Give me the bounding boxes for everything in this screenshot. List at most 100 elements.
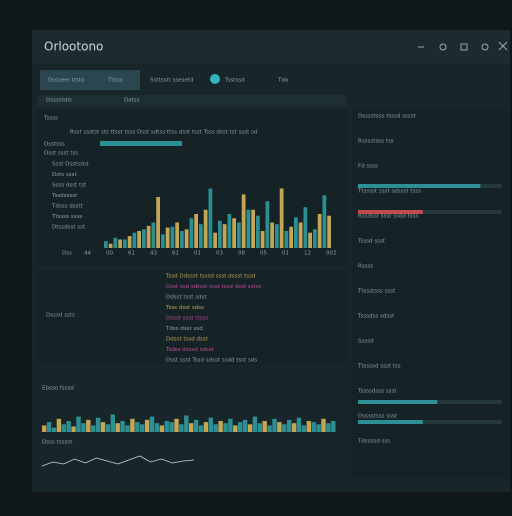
wave-bar xyxy=(228,418,233,432)
icon[interactable] xyxy=(481,43,489,51)
progress-track xyxy=(358,420,502,424)
panel-title: Tssss xyxy=(43,116,58,122)
tab-active[interactable] xyxy=(40,70,140,90)
legend-label: Dsstsss xyxy=(44,142,65,148)
tab-label[interactable]: Ttsso xyxy=(107,78,123,84)
wave-bar xyxy=(120,421,125,432)
x-label: 43 xyxy=(150,251,157,257)
wave-bar xyxy=(76,416,81,432)
bar xyxy=(165,227,170,248)
bar xyxy=(123,239,127,248)
side-row[interactable]: Tsssdss sdsst xyxy=(357,314,395,320)
wave-bar xyxy=(203,422,209,432)
chart-label: Ssss dsst tst xyxy=(52,183,87,189)
side-row[interactable]: Dsssstsss ssst xyxy=(358,414,398,420)
wave-bar xyxy=(331,421,336,432)
side-row[interactable]: Ttssssd ssst tss xyxy=(357,364,401,370)
log-label: Dsssd ssts xyxy=(46,313,75,319)
chart-label: Tssdsssst xyxy=(51,193,78,199)
x-label: 00 xyxy=(106,251,113,257)
bar xyxy=(108,243,113,248)
side-row[interactable]: Rssss xyxy=(358,264,373,270)
side-row[interactable]: Ssssd xyxy=(358,339,374,345)
window-title: Orlootono xyxy=(44,40,103,54)
side-row[interactable]: Rsssstsss tss xyxy=(358,139,394,145)
wave-bar xyxy=(81,423,86,432)
bar xyxy=(237,222,241,248)
bar xyxy=(327,215,331,248)
tab-label: Dssseer ttsto xyxy=(48,78,85,84)
bar xyxy=(208,188,213,248)
bar xyxy=(118,239,122,248)
wave-bar xyxy=(321,418,326,432)
wave-bar xyxy=(223,423,228,432)
wave-bar xyxy=(238,422,243,432)
wave-bar xyxy=(91,425,96,432)
sub-bar xyxy=(38,95,346,107)
bar xyxy=(222,224,227,248)
side-row[interactable]: Rssdsst ssst ssdd tsss xyxy=(358,214,419,220)
bar xyxy=(241,194,246,248)
bar xyxy=(298,222,303,248)
bar xyxy=(284,231,289,248)
wave-bar xyxy=(277,422,282,432)
status: Tsstssd xyxy=(224,78,245,84)
icon[interactable] xyxy=(460,43,468,51)
bar xyxy=(156,197,160,248)
bar xyxy=(256,215,260,248)
bar xyxy=(184,229,189,248)
wave-bar xyxy=(189,423,194,432)
chart-label: Ssst Dsstsstd xyxy=(52,162,89,168)
bar xyxy=(251,209,255,248)
side-row[interactable]: Dsssstsss tsssd sssst xyxy=(358,114,417,120)
filter[interactable]: Tdo xyxy=(277,78,289,84)
wave-bar xyxy=(247,424,253,432)
wave-bar xyxy=(184,415,189,432)
bar xyxy=(203,209,208,248)
wave-bar xyxy=(291,423,297,432)
x-label: 01 xyxy=(194,251,201,257)
wave-bar xyxy=(242,419,248,432)
icon[interactable] xyxy=(439,43,447,51)
wave-bar xyxy=(287,419,292,432)
wave-bar xyxy=(169,422,174,432)
wave-bar xyxy=(174,418,179,432)
side-row[interactable]: Fd ssss xyxy=(358,164,378,170)
side-row[interactable]: Ttssstsss ssst xyxy=(357,289,396,295)
wave-bar xyxy=(213,424,218,432)
side-row[interactable]: Tssssdsss ssst xyxy=(357,389,397,395)
wave-bar xyxy=(135,422,140,432)
side-row[interactable]: Tsssd ssst xyxy=(357,239,386,245)
progress-track xyxy=(358,210,502,214)
log-line: Dssst ssst ttsss xyxy=(166,316,208,322)
wave-bar xyxy=(95,417,101,432)
x-label: Dss xyxy=(62,251,72,257)
side-row[interactable]: Ttsssst ssst sdssst tsss xyxy=(357,189,421,195)
wave-bar xyxy=(46,422,52,432)
log-line: Tsss dsst sdss xyxy=(165,305,204,311)
bar xyxy=(308,232,312,248)
wave-bar xyxy=(56,418,62,432)
wave-bar xyxy=(198,425,204,432)
bar xyxy=(260,231,265,248)
wave-bar xyxy=(301,425,307,432)
log-line: Tssd Ddssst tsssd ssst dssst tssd xyxy=(165,274,256,280)
wave-bar xyxy=(125,425,130,432)
bar xyxy=(199,224,203,248)
bar xyxy=(104,241,108,248)
wave-bar xyxy=(252,416,258,432)
log-line: Tsdss dsssd sdsst xyxy=(165,347,215,353)
close-button[interactable] xyxy=(498,41,508,51)
side-row[interactable]: Tdssssd sss xyxy=(357,439,390,445)
chart-label: Ttssss ssss xyxy=(51,214,82,220)
wave-bar xyxy=(306,421,311,432)
wave-bar xyxy=(159,425,164,432)
x-label: 44 xyxy=(84,251,91,257)
bar xyxy=(194,214,198,248)
x-label: 05 xyxy=(260,251,267,257)
legend-bar xyxy=(100,141,182,146)
log-line: Tdss dsst ssd xyxy=(165,326,203,332)
chart-label: Tdsss dsstt xyxy=(51,204,84,210)
bar xyxy=(275,224,279,248)
x-label: 03 xyxy=(216,251,223,257)
